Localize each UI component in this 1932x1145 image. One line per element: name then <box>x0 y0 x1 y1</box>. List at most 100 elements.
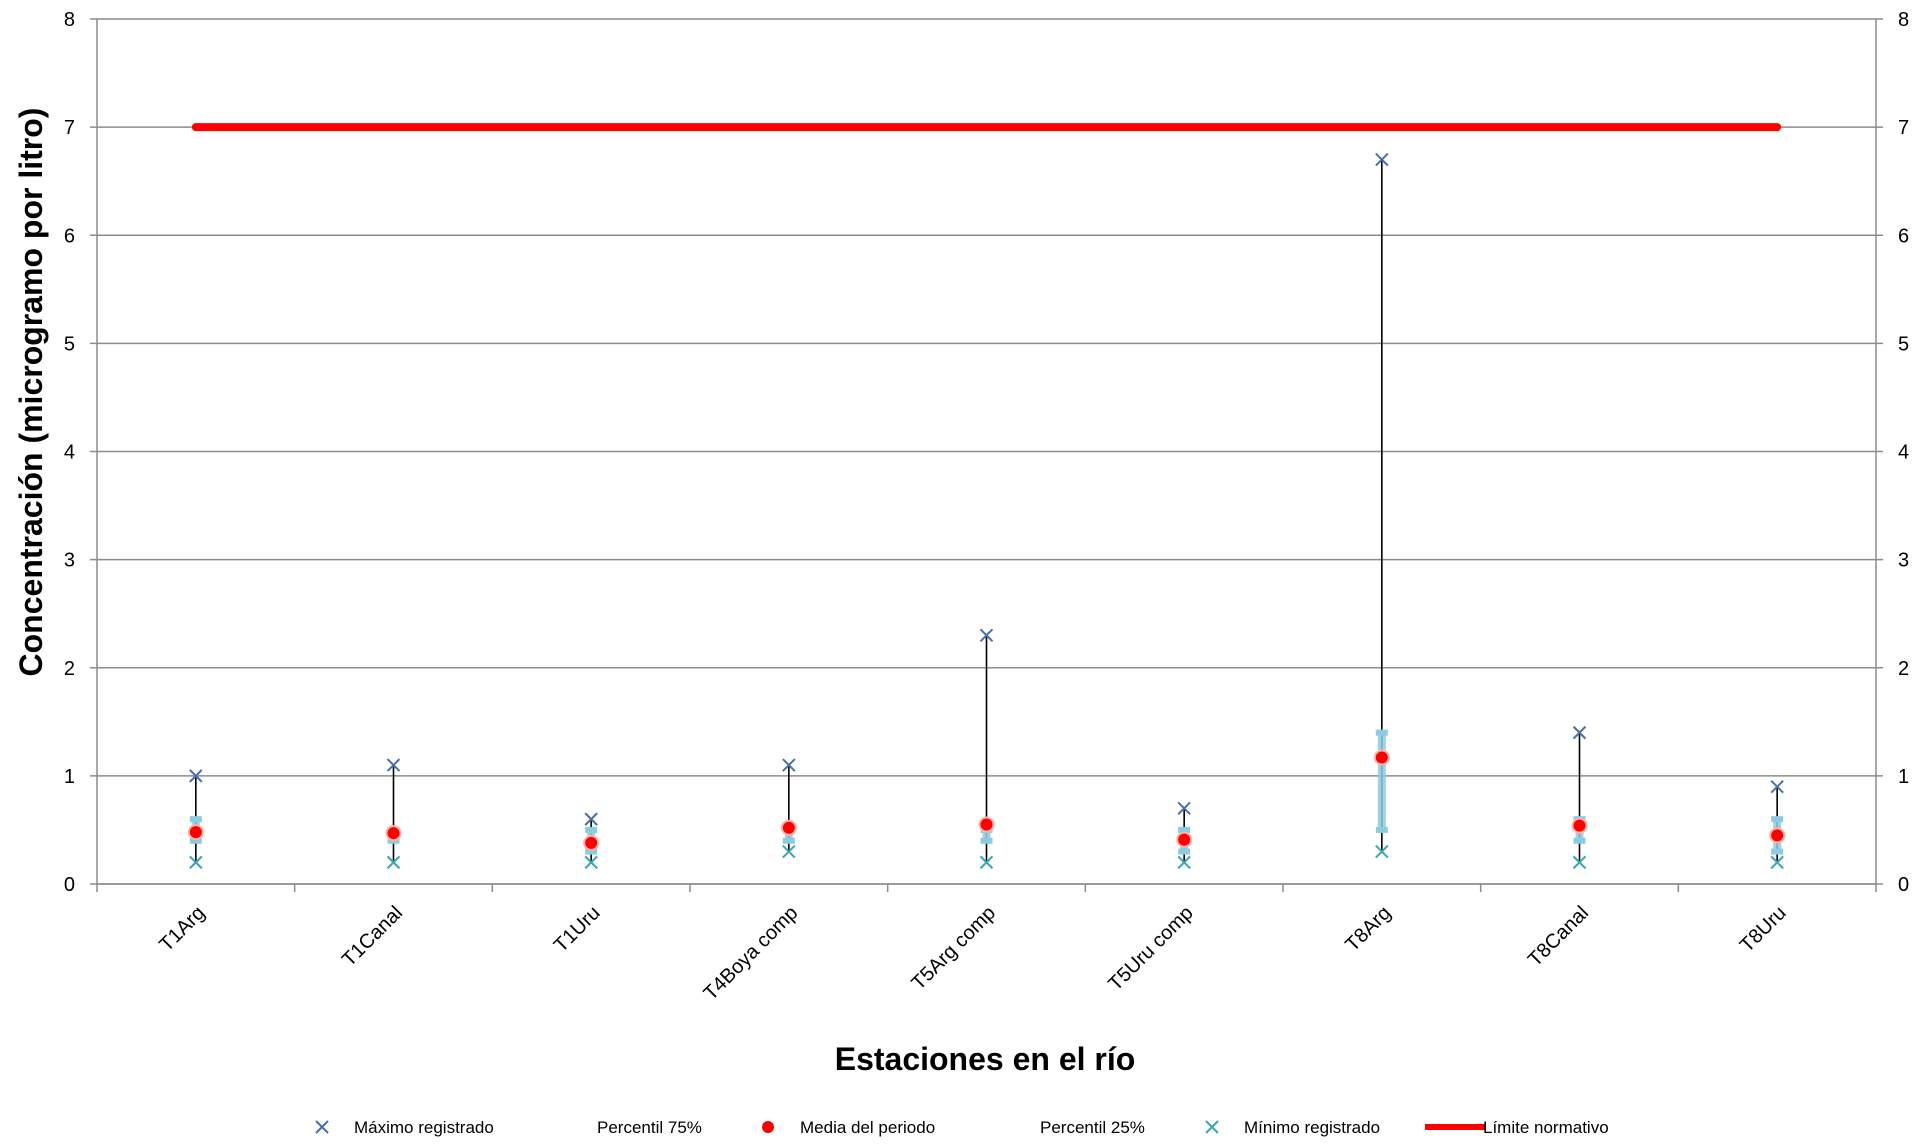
min-marker <box>386 855 401 870</box>
legend-label: Percentil 75% <box>597 1118 702 1137</box>
x-marker-stroke <box>1770 779 1784 794</box>
y-tick-label: 2 <box>64 658 75 680</box>
percentile-25-marker <box>1178 848 1191 855</box>
percentile-25-marker <box>1573 837 1586 844</box>
percentile-25-marker <box>1375 826 1388 833</box>
percentile-75-marker <box>585 826 598 833</box>
x-marker-stroke <box>315 1120 329 1134</box>
mean-point <box>978 816 995 833</box>
legend-label: Media del periodo <box>800 1118 935 1137</box>
min-marker <box>1375 844 1389 859</box>
max-marker <box>386 758 401 772</box>
y-tick-label: 8 <box>64 9 75 31</box>
legend-item: Media del periodo <box>762 1118 935 1137</box>
category-label: T8Arg <box>1341 902 1395 956</box>
x-marker-stroke <box>1572 855 1587 870</box>
legend-x-marker <box>315 1120 329 1134</box>
y2-tick-label: 2 <box>1898 658 1909 680</box>
legend-label: Límite normativo <box>1483 1118 1609 1137</box>
x-marker-stroke <box>782 844 796 859</box>
x-marker-stroke <box>1205 1120 1219 1134</box>
percentile-25-marker <box>585 848 598 855</box>
max-marker <box>1572 725 1587 740</box>
x-marker-stroke <box>1177 801 1191 816</box>
percentile-25-marker <box>980 837 993 844</box>
category-label: T5Arg comp <box>907 902 1000 995</box>
category-label: T1Canal <box>338 902 407 971</box>
y-tick-label: 5 <box>64 333 75 355</box>
y-tick-label: 4 <box>64 442 75 464</box>
min-marker <box>584 855 598 870</box>
mean-point <box>385 825 402 842</box>
mean-point <box>780 819 797 836</box>
x-marker-stroke <box>979 855 994 870</box>
y-tick-label: 1 <box>64 766 75 788</box>
percentile-band <box>982 829 991 841</box>
category-label: T1Uru <box>550 902 605 957</box>
percentile-25-marker <box>782 837 795 844</box>
x-marker-stroke <box>584 812 598 826</box>
y2-tick-label: 8 <box>1898 9 1909 31</box>
x-marker-stroke <box>1572 725 1587 740</box>
percentile-25-marker <box>1771 848 1784 855</box>
y-tick-label: 0 <box>64 874 75 896</box>
category-label: T4Boya comp <box>700 902 803 1005</box>
y-tick-label: 3 <box>64 550 75 572</box>
max-marker <box>584 812 598 826</box>
mean-point <box>1373 749 1390 766</box>
y2-tick-label: 5 <box>1898 333 1909 355</box>
category-label: T8Uru <box>1736 902 1791 957</box>
legend-circle-marker <box>762 1121 774 1133</box>
y-tick-label: 6 <box>64 225 75 247</box>
x-marker-stroke <box>189 855 203 870</box>
legend-item: Límite normativo <box>1425 1118 1609 1137</box>
min-marker <box>1770 855 1784 870</box>
x-marker-stroke <box>1375 844 1389 859</box>
y2-tick-label: 6 <box>1898 225 1909 247</box>
x-marker-stroke <box>1375 152 1389 167</box>
x-marker-stroke <box>979 628 994 643</box>
max-marker <box>1770 779 1784 794</box>
legend-label: Mínimo registrado <box>1244 1118 1380 1137</box>
x-axis-title: Estaciones en el río <box>835 1041 1136 1077</box>
max-marker <box>189 769 203 783</box>
x-marker-stroke <box>782 758 796 772</box>
max-marker <box>979 628 994 643</box>
percentile-75-marker <box>1178 826 1191 833</box>
max-marker <box>1177 801 1191 816</box>
y2-tick-label: 1 <box>1898 766 1909 788</box>
legend-item: Percentil 25% <box>1040 1118 1145 1137</box>
legend-item: Máximo registrado <box>315 1118 494 1137</box>
y2-tick-label: 7 <box>1898 117 1909 139</box>
category-label: T1Arg <box>155 902 209 956</box>
category-label: T5Uru comp <box>1104 902 1197 995</box>
y-axis-title: Concentración (microgramo por litro) <box>13 108 49 677</box>
min-marker <box>782 844 796 859</box>
y2-tick-label: 4 <box>1898 442 1909 464</box>
legend-label: Máximo registrado <box>354 1118 494 1137</box>
x-marker-stroke <box>189 769 203 783</box>
min-marker <box>1177 855 1191 870</box>
legend-label: Percentil 25% <box>1040 1118 1145 1137</box>
mean-point <box>1176 831 1193 848</box>
legend-item: Percentil 75% <box>597 1118 702 1137</box>
x-marker-stroke <box>1177 855 1191 870</box>
legend-item: Mínimo registrado <box>1205 1118 1380 1137</box>
legend-x-marker <box>1205 1120 1219 1134</box>
y-tick-label: 7 <box>64 117 75 139</box>
mean-point <box>583 834 600 851</box>
x-marker-stroke <box>386 855 401 870</box>
max-marker <box>782 758 796 772</box>
category-label: T8Canal <box>1524 902 1593 971</box>
data-marks <box>187 123 1786 870</box>
x-marker-stroke <box>584 855 598 870</box>
percentile-25-marker <box>189 837 202 844</box>
y2-tick-label: 3 <box>1898 550 1909 572</box>
min-marker <box>979 855 994 870</box>
legend: Máximo registrado Percentil 75% Media del … <box>315 1118 1609 1137</box>
x-marker-stroke <box>386 758 401 772</box>
percentile-75-marker <box>1771 816 1784 823</box>
percentile-75-marker <box>189 816 202 823</box>
x-marker-stroke <box>1770 855 1784 870</box>
